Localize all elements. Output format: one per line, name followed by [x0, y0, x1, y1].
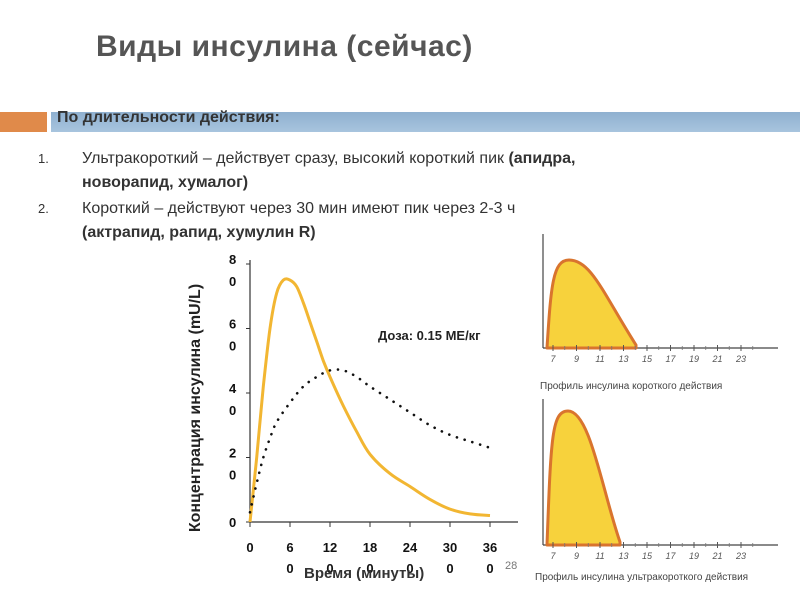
profile-x-tick-label: 19: [689, 354, 699, 364]
profile-x-tick-label: 9: [574, 354, 579, 364]
dotted-series-line: [248, 368, 492, 514]
x-axis-title: Время (минуты): [304, 565, 425, 582]
x-tick-label: 18: [363, 540, 377, 555]
list-item-text: Короткий – действуют через 30 мин имеют …: [82, 200, 516, 217]
profile-x-tick-label: 13: [618, 551, 628, 561]
list-item-text-bold: (апидра,: [508, 150, 576, 167]
x-tick-label: 24: [403, 540, 418, 555]
x-tick-label: 36: [483, 540, 497, 555]
list-item-text-bold: (актрапид, рапид, хумулин R): [82, 224, 316, 241]
insulin-types-list: 1. Ультракороткий – действует сразу, выс…: [38, 147, 738, 247]
profile-area: [545, 409, 622, 547]
profile-x-tick-label: 19: [689, 551, 699, 561]
x-tick-label: 0: [486, 561, 493, 576]
ultra-short-acting-profile-chart: 7 9 11 13 15 17 19 21 23: [542, 399, 778, 561]
y-tick-label: 6: [229, 317, 236, 332]
profile-x-tick-label: 21: [711, 551, 722, 561]
accent-bar-orange: [0, 112, 47, 132]
x-tick-label: 0: [286, 561, 293, 576]
section-header: По длительности действия:: [57, 109, 280, 126]
profile-x-tick-label: 15: [642, 551, 653, 561]
profile-x-tick-label: 11: [595, 354, 604, 364]
y-tick-label: 0: [229, 403, 236, 418]
x-tick-label: 0: [366, 561, 373, 576]
y-tick-label: 8: [229, 252, 236, 267]
accent-bar-blue: [51, 112, 800, 132]
list-number: 2.: [38, 201, 49, 216]
y-tick-label: 0: [229, 468, 236, 483]
x-tick-label: 0: [326, 561, 333, 576]
y-tick-label: 0: [229, 274, 236, 289]
dose-annotation: Доза: 0.15 МЕ/кг: [378, 328, 481, 343]
profile-x-tick-label: 23: [735, 354, 746, 364]
page-number: 28: [505, 560, 518, 572]
x-tick-label: 0: [446, 561, 453, 576]
profile-x-tick-label: 17: [665, 551, 676, 561]
x-tick-label: 0: [406, 561, 413, 576]
profile-x-tick-label: 21: [711, 354, 722, 364]
ultra-short-acting-profile-caption: Профиль инсулина ультракороткого действи…: [535, 572, 749, 583]
y-tick-label: 2: [229, 446, 236, 461]
x-tick-label: 0: [246, 540, 253, 555]
list-number: 1.: [38, 151, 49, 166]
list-item-text: Ультракороткий – действует сразу, высоки…: [82, 150, 509, 167]
profile-x-tick-label: 23: [735, 551, 746, 561]
profile-x-tick-label: 7: [550, 551, 556, 561]
solid-series-line: [248, 277, 491, 523]
x-tick-label: 30: [443, 540, 457, 555]
short-acting-profile-caption: Профиль инсулина короткого действия: [540, 381, 723, 392]
y-axis-title: Концентрация инсулина (mU/L): [187, 283, 204, 533]
list-item: 2. Короткий – действуют через 30 мин име…: [38, 197, 738, 245]
short-acting-profile-chart: 7 9 11 13 15 17 19 21 23: [542, 234, 778, 364]
y-tick-label: 4: [229, 381, 237, 396]
y-tick-label: 0: [229, 339, 236, 354]
profile-x-tick-label: 11: [595, 551, 604, 561]
slide-title: Виды инсулина (сейчас): [96, 30, 473, 63]
list-item: 1. Ультракороткий – действует сразу, выс…: [38, 147, 738, 195]
profile-area: [545, 258, 638, 350]
profile-x-tick-label: 7: [550, 354, 556, 364]
list-item-text-bold: новорапид, хумалог): [82, 174, 249, 191]
profile-x-tick-label: 9: [574, 551, 579, 561]
profile-x-tick-label: 17: [665, 354, 676, 364]
x-tick-label: 6: [286, 540, 293, 555]
profile-x-tick-label: 13: [618, 354, 628, 364]
x-tick-label: 12: [323, 540, 337, 555]
y-tick-label: 0: [229, 515, 236, 530]
profile-x-tick-label: 15: [642, 354, 653, 364]
